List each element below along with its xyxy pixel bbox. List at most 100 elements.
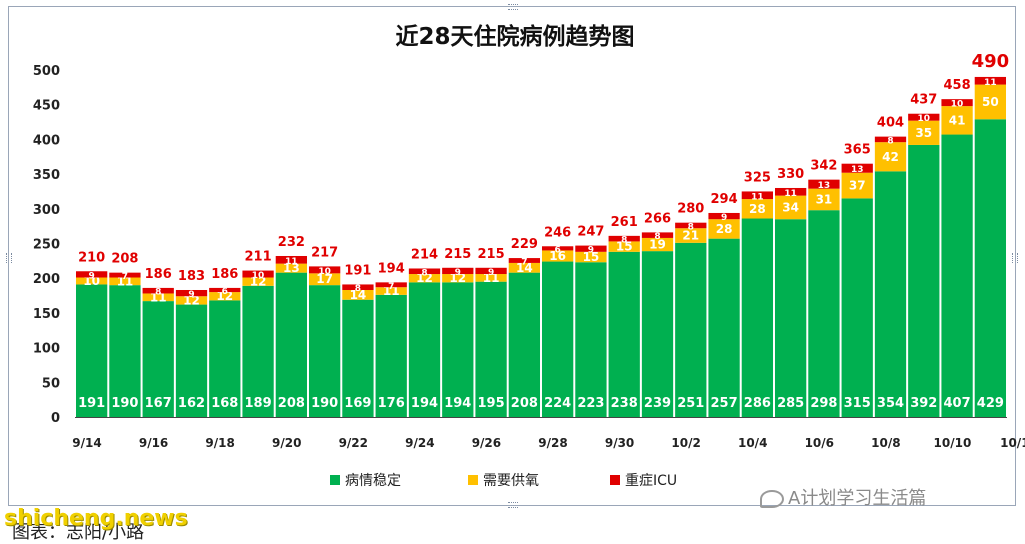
bar-value-label: 11 (751, 192, 764, 202)
bar-segment (109, 285, 141, 417)
bar-segment (908, 113, 940, 121)
bar-value-label: 7 (388, 282, 394, 292)
bar-segment (342, 289, 374, 300)
legend-swatch (610, 475, 620, 485)
bar-value-label: 238 (611, 396, 638, 411)
bar-value-label: 224 (544, 396, 571, 411)
bar-value-label: 190 (111, 396, 138, 411)
bar-segment (175, 296, 208, 305)
legend-label: 需要供氧 (483, 473, 539, 489)
bar-segment (475, 274, 507, 282)
bar-value-label: 42 (882, 150, 899, 164)
bar-segment (475, 281, 507, 417)
bar-segment (675, 222, 707, 229)
bar-value-label: 286 (744, 396, 771, 411)
bar-value-label: 11 (150, 290, 167, 304)
bar-total-label: 215 (478, 247, 505, 262)
bar-segment (608, 241, 640, 252)
bar-segment (175, 304, 208, 417)
resize-handle-right[interactable] (1012, 253, 1018, 263)
bar-segment (774, 219, 807, 417)
bar-value-label: 190 (311, 396, 338, 411)
bar-segment (142, 301, 174, 417)
bar-segment (209, 300, 241, 417)
bar-segment (242, 270, 274, 278)
bar-value-label: 429 (977, 396, 1004, 411)
y-tick-label: 100 (33, 342, 60, 357)
bar-value-label: 28 (716, 222, 733, 236)
bar-segment (475, 267, 507, 275)
bar-value-label: 8 (887, 136, 893, 146)
bar-value-label: 7 (521, 258, 527, 268)
bar-value-label: 169 (344, 396, 371, 411)
bar-value-label: 168 (211, 396, 238, 411)
bar-value-label: 9 (588, 246, 594, 256)
bar-segment (408, 268, 441, 275)
bar-segment (774, 195, 807, 220)
bar-segment (541, 246, 574, 251)
bar-value-label: 8 (688, 222, 694, 232)
bar-value-label: 14 (350, 288, 367, 302)
bar-value-label: 13 (283, 261, 300, 275)
resize-handle-top[interactable] (508, 4, 518, 10)
bar-total-label: 232 (278, 235, 305, 250)
bar-segment (408, 274, 441, 283)
bar-value-label: 191 (78, 396, 105, 411)
bar-segment (841, 172, 873, 199)
bar-value-label: 13 (818, 181, 831, 191)
bar-value-label: 208 (278, 396, 305, 411)
bar-total-label: 211 (245, 250, 272, 265)
bar-segment (641, 232, 674, 238)
bar-segment (375, 287, 407, 295)
bar-value-label: 12 (183, 293, 200, 307)
bar-value-label: 167 (145, 396, 172, 411)
legend-swatch (468, 475, 478, 485)
x-tick-label: 9/20 (272, 436, 301, 450)
bar-value-label: 9 (488, 268, 494, 278)
bar-segment (974, 84, 1007, 120)
bar-value-label: 50 (982, 95, 999, 109)
y-tick-label: 450 (33, 99, 60, 114)
bar-total-label: 294 (711, 192, 738, 207)
bar-value-label: 11 (784, 189, 797, 199)
resize-handle-bottom[interactable] (508, 502, 518, 508)
bar-segment (941, 106, 973, 135)
bar-segment (109, 277, 141, 286)
bar-value-label: 12 (416, 271, 433, 285)
bar-value-label: 6 (555, 245, 561, 255)
bar-value-label: 12 (250, 275, 267, 289)
chart-title: 近28天住院病例趋势图 (395, 23, 634, 50)
bar-total-label: 186 (211, 267, 238, 282)
bar-segment (941, 134, 973, 418)
bar-value-label: 8 (355, 284, 361, 294)
bar-segment (808, 188, 840, 211)
bar-segment (608, 235, 640, 242)
bar-value-label: 12 (216, 289, 233, 303)
x-tick-label: 9/26 (472, 436, 501, 450)
bar-value-label: 11 (483, 271, 500, 285)
legend-swatch (330, 475, 340, 485)
bar-value-label: 11 (117, 274, 134, 288)
y-tick-label: 0 (51, 411, 60, 426)
bar-segment (541, 261, 574, 417)
bar-value-label: 21 (682, 229, 699, 243)
x-tick-label: 9/18 (205, 436, 234, 450)
bar-segment (308, 285, 341, 417)
bar-value-label: 15 (583, 250, 600, 264)
watermark: shicheng.news (4, 506, 188, 531)
bar-segment (675, 228, 707, 243)
x-tick-label: 9/22 (339, 436, 368, 450)
bar-total-label: 266 (644, 211, 671, 226)
bar-value-label: 298 (810, 396, 837, 411)
bar-total-label: 490 (972, 51, 1010, 72)
resize-handle-left[interactable] (6, 253, 12, 263)
bar-segment (75, 271, 108, 278)
bar-segment (874, 136, 907, 143)
bar-total-label: 246 (544, 225, 571, 240)
bar-segment (375, 282, 407, 288)
wechat-account-label: A计划学习生活篇 (788, 488, 927, 509)
bar-segment (741, 191, 774, 200)
bar-value-label: 407 (944, 396, 971, 411)
bar-segment (841, 198, 873, 417)
y-tick-label: 500 (33, 64, 60, 79)
